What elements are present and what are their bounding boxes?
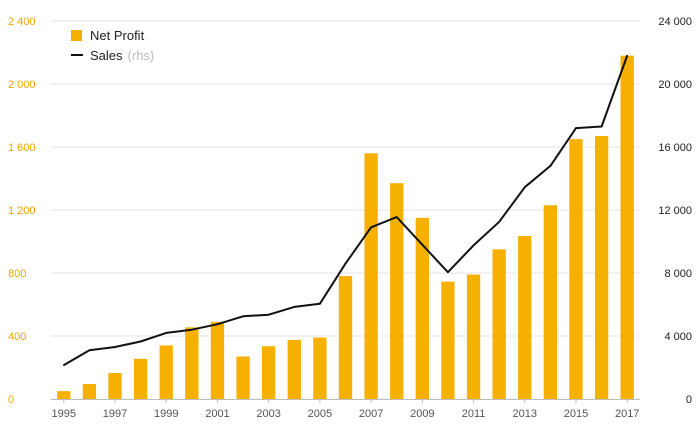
left-tick-label: 2 000 [8,79,36,91]
bar-net-profit-2012 [492,249,506,399]
sales-point-2011 [472,244,475,247]
sales-point-2013 [523,186,526,188]
bar-net-profit-1998 [133,358,148,399]
bar-net-profit-2011 [466,274,481,399]
right-tick-label: 8 000 [664,268,692,280]
legend-net-profit-label: Net Profit [90,28,145,43]
left-tick-label: 0 [8,394,14,406]
sales-point-2004 [293,306,296,308]
bar-net-profit-2010 [441,281,455,399]
bar-net-profit-2004 [287,339,301,399]
left-tick-label: 800 [8,268,26,280]
sales-point-2009 [421,243,424,246]
legend-sales-name: Sales [90,48,123,63]
right-tick-label: 24 000 [658,16,692,28]
x-tick-label: 2005 [308,408,332,420]
sales-point-1997 [114,346,116,348]
legend-sales-note: (rhs) [128,48,155,63]
right-axis-ticks: 0 4 000 8 000 12 000 16 000 20 000 24 000 [658,16,692,406]
x-tick-label: 1995 [52,408,76,420]
left-axis-ticks: 0 400 800 1 200 1 600 2 000 2 400 [8,16,36,406]
sales-point-2015 [575,127,577,129]
bar-net-profit-2015 [569,139,583,399]
bar-net-profit-1999 [159,345,173,399]
x-tick-label: 1999 [154,408,178,420]
legend-net-profit-swatch [71,30,82,41]
x-tick-label: 2015 [564,408,588,420]
bar-net-profit-2017 [620,55,634,400]
left-tick-label: 400 [8,331,26,343]
sales-point-2006 [344,262,347,265]
bar-net-profit-2016 [594,135,609,399]
net-profit-bars [57,55,634,400]
x-tick-label: 2011 [462,408,486,420]
bar-net-profit-2001 [210,321,225,399]
left-tick-label: 1 200 [8,205,36,217]
right-tick-label: 20 000 [658,79,692,91]
bar-net-profit-2003 [262,346,276,399]
bar-net-profit-2013 [518,235,532,399]
sales-point-2003 [267,313,270,316]
bar-net-profit-2008 [390,183,404,399]
bar-net-profit-2007 [364,153,378,399]
legend-sales-label: Sales (rhs) [90,48,154,63]
bar-net-profit-2009 [415,217,429,399]
sales-point-2017 [626,54,628,57]
sales-point-2014 [549,165,552,167]
sales-point-1998 [139,340,142,343]
bar-net-profit-2014 [543,205,558,399]
bar-net-profit-1997 [108,373,122,399]
sales-point-2007 [370,226,372,229]
bar-net-profit-1995 [57,391,71,399]
sales-point-1999 [165,332,168,334]
x-tick-label: 2007 [359,408,383,420]
bar-net-profit-2005 [313,337,327,399]
bar-net-profit-1996 [82,384,97,399]
bar-net-profit-2006 [338,276,353,399]
x-tick-label: 2001 [205,408,229,420]
sales-point-2005 [319,302,321,305]
left-tick-label: 2 400 [8,16,36,28]
bar-net-profit-2002 [236,356,250,399]
gridlines [51,20,640,337]
right-tick-label: 12 000 [658,205,692,217]
sales-point-2001 [216,323,219,325]
x-tick-label: 2003 [256,408,280,420]
right-tick-label: 4 000 [664,331,692,343]
legend: Net Profit Sales (rhs) [71,28,154,63]
right-tick-label: 0 [686,394,692,406]
sales-point-2016 [600,125,603,128]
left-tick-label: 1 600 [8,142,36,154]
sales-point-2000 [191,328,193,331]
sales-line-layer [63,54,629,366]
sales-point-2012 [498,221,500,223]
x-tick-label: 1997 [103,408,127,420]
x-axis-ticks: 1995 1997 1999 2001 2003 2005 2007 2009 2011 2013… [52,399,639,420]
sales-point-2008 [395,216,398,218]
bar-net-profit-2000 [185,327,199,399]
x-tick-label: 2017 [615,408,639,420]
sales-point-2002 [242,315,244,318]
sales-point-1996 [88,349,91,351]
x-tick-label: 2009 [410,408,434,420]
sales-point-2010 [447,271,449,274]
sales-point-1995 [63,364,65,366]
right-tick-label: 16 000 [658,142,692,154]
x-tick-label: 2013 [513,408,537,420]
